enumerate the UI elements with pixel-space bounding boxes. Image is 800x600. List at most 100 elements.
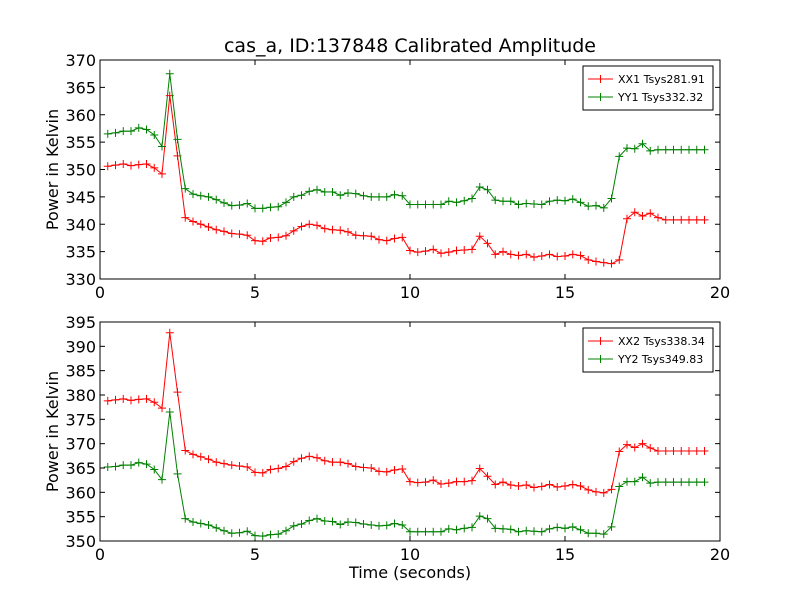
data-point — [111, 462, 120, 471]
data-point — [553, 252, 562, 261]
data-point — [351, 231, 360, 240]
data-point — [700, 215, 709, 224]
data-point — [274, 464, 283, 473]
data-point — [258, 204, 267, 213]
data-point — [243, 231, 252, 240]
data-point — [297, 519, 306, 528]
data-point — [475, 232, 484, 241]
legend-swatch-marker — [596, 75, 605, 83]
data-point — [584, 255, 593, 264]
data-point — [328, 187, 337, 196]
data-point — [615, 255, 624, 264]
data-point — [553, 196, 562, 205]
data-point — [336, 226, 345, 235]
data-point — [227, 229, 236, 238]
data-point — [615, 482, 624, 491]
data-point — [421, 200, 430, 209]
data-point — [483, 185, 492, 194]
data-point — [390, 519, 399, 528]
data-point — [646, 146, 655, 155]
y-tick-label: 370 — [65, 435, 96, 454]
data-point — [212, 225, 221, 234]
data-point — [367, 464, 376, 472]
data-point — [406, 527, 414, 536]
data-point — [251, 468, 259, 477]
y-axis-label: Power in Kelvin — [43, 109, 62, 230]
y-tick-label: 365 — [65, 78, 96, 97]
data-point — [142, 160, 151, 169]
data-point — [305, 220, 314, 229]
data-point — [398, 191, 407, 200]
data-point — [545, 197, 554, 206]
data-point — [150, 163, 159, 172]
y-tick-label: 335 — [65, 243, 96, 262]
top-subplot: 0 5 10 15 20 330 335 340 345 350 355 360 365 370 Power… — [43, 51, 730, 302]
data-point — [406, 477, 414, 486]
data-point — [700, 478, 709, 487]
data-point — [429, 476, 438, 485]
data-point — [375, 192, 383, 201]
data-point — [444, 197, 453, 206]
data-point — [204, 520, 213, 529]
data-point — [561, 252, 569, 261]
data-point — [165, 69, 174, 78]
data-point — [452, 246, 461, 255]
data-point — [119, 160, 128, 169]
data-point — [289, 192, 298, 201]
data-point — [282, 231, 290, 240]
y-tick-label: 350 — [65, 532, 96, 551]
data-point — [173, 135, 182, 144]
data-point — [561, 524, 569, 533]
y-tick-label: 350 — [65, 161, 96, 180]
data-point — [127, 396, 135, 405]
data-point — [134, 160, 143, 169]
data-point — [491, 480, 500, 489]
data-point — [390, 234, 399, 243]
data-point — [483, 239, 492, 248]
data-point — [654, 213, 662, 222]
data-point — [452, 477, 461, 486]
data-point — [615, 152, 624, 161]
data-point — [499, 478, 507, 487]
data-point — [227, 201, 236, 210]
data-point — [367, 232, 376, 241]
data-point — [305, 452, 314, 461]
data-point — [359, 231, 368, 240]
data-point — [336, 458, 345, 467]
data-point — [607, 522, 616, 531]
figure-title: cas_a, ID:137848 Calibrated Amplitude — [224, 35, 596, 57]
data-point — [251, 531, 259, 540]
y-tick-label: 360 — [65, 483, 96, 502]
data-point — [460, 245, 469, 254]
data-point — [483, 472, 492, 481]
data-point — [545, 250, 554, 259]
data-point — [468, 194, 476, 203]
data-point — [351, 518, 360, 527]
data-point — [623, 144, 631, 153]
data-point — [313, 514, 321, 523]
y-axis-label: Power in Kelvin — [43, 371, 62, 492]
data-point — [212, 195, 221, 204]
data-point — [514, 200, 523, 209]
data-point — [468, 245, 476, 254]
x-tick-label: 5 — [250, 283, 260, 302]
bottom-subplot: 0 5 10 15 20 350 355 360 365 370 375 380 385 390 395 Po… — [43, 313, 730, 564]
data-point — [181, 514, 190, 523]
data-point — [522, 526, 531, 535]
data-point — [607, 194, 616, 203]
data-point — [700, 446, 709, 455]
data-point — [545, 524, 554, 533]
data-point — [158, 475, 166, 484]
data-point — [398, 233, 407, 242]
data-point — [127, 461, 135, 470]
data-point — [437, 480, 445, 489]
data-point — [212, 523, 221, 532]
data-point — [646, 444, 655, 453]
data-point — [220, 198, 228, 207]
legend-entry-label: YY2 Tsys349.83 — [617, 353, 703, 366]
data-point — [592, 529, 600, 538]
data-point — [181, 184, 190, 193]
data-point — [351, 189, 360, 198]
x-tick-label: 20 — [710, 545, 730, 564]
y-tick-label: 355 — [65, 133, 96, 152]
